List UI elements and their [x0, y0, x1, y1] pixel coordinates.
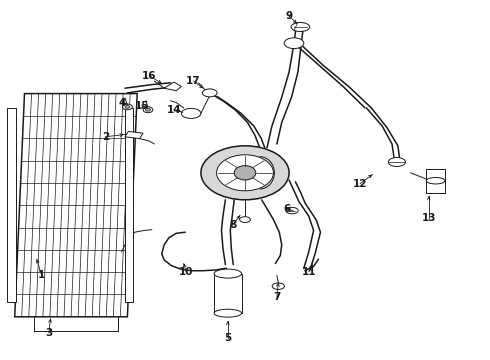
Ellipse shape: [217, 155, 273, 191]
Ellipse shape: [426, 177, 445, 184]
Polygon shape: [15, 94, 137, 317]
Polygon shape: [125, 131, 143, 139]
Bar: [7, 108, 16, 302]
Text: 2: 2: [102, 132, 109, 142]
Ellipse shape: [291, 22, 310, 31]
Ellipse shape: [143, 107, 153, 113]
Ellipse shape: [284, 38, 304, 49]
Text: 6: 6: [283, 204, 290, 214]
Text: 15: 15: [135, 101, 149, 111]
Text: 16: 16: [142, 71, 157, 81]
Polygon shape: [164, 82, 181, 91]
Ellipse shape: [240, 217, 250, 222]
Bar: [214, 274, 242, 313]
Ellipse shape: [146, 108, 150, 111]
Bar: [125, 108, 133, 302]
Ellipse shape: [201, 146, 289, 200]
Text: 1: 1: [38, 270, 45, 280]
Text: 11: 11: [301, 267, 316, 277]
Ellipse shape: [286, 207, 298, 214]
Ellipse shape: [202, 89, 217, 97]
Text: 17: 17: [186, 76, 201, 86]
Text: 3: 3: [46, 328, 52, 338]
Text: 5: 5: [224, 333, 231, 343]
Text: 8: 8: [229, 220, 236, 230]
Ellipse shape: [234, 166, 256, 180]
Ellipse shape: [272, 283, 284, 289]
Text: 7: 7: [273, 292, 281, 302]
Ellipse shape: [214, 309, 242, 317]
Text: 9: 9: [286, 11, 293, 21]
Text: 13: 13: [421, 213, 436, 223]
Ellipse shape: [389, 157, 406, 166]
Text: 12: 12: [353, 179, 368, 189]
Bar: [426, 169, 445, 193]
Ellipse shape: [181, 108, 201, 118]
Ellipse shape: [122, 104, 132, 110]
Ellipse shape: [214, 269, 242, 278]
Text: 14: 14: [167, 105, 181, 115]
Ellipse shape: [125, 105, 130, 108]
Text: 10: 10: [179, 267, 194, 277]
Text: 4: 4: [119, 98, 126, 108]
